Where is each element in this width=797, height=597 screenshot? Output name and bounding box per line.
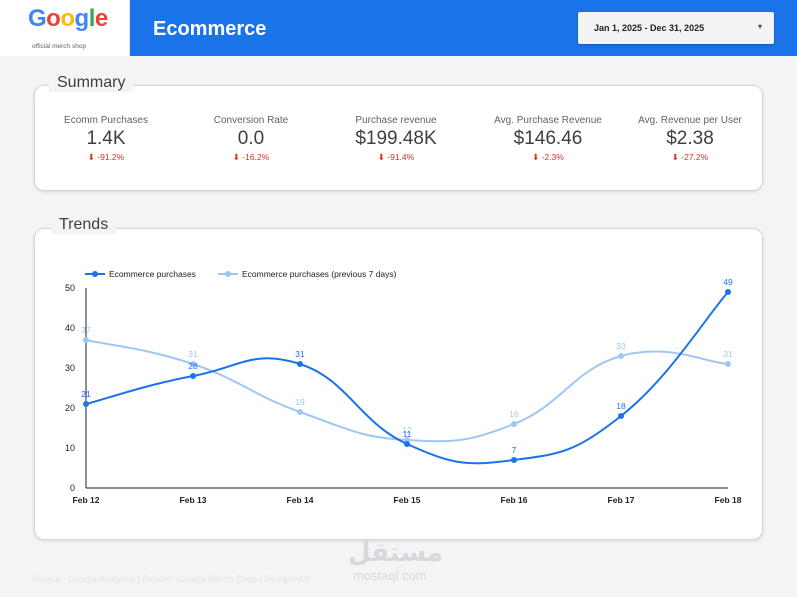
data-label: 37 — [81, 325, 91, 335]
data-point — [297, 361, 303, 367]
down-arrow-icon: ⬇ — [87, 152, 98, 162]
metric-conversion-rate: Conversion Rate 0.0 ⬇ -16.2% — [181, 115, 321, 163]
data-point — [83, 337, 89, 343]
legend-swatch — [218, 269, 238, 279]
x-tick-label: Feb 13 — [180, 495, 207, 505]
down-arrow-icon: ⬇ — [377, 152, 388, 162]
x-tick-label: Feb 16 — [501, 495, 528, 505]
data-label: 49 — [723, 277, 733, 287]
metric-delta: ⬇ -91.2% — [36, 152, 176, 163]
legend-item-previous[interactable]: Ecommerce purchases (previous 7 days) — [218, 269, 396, 279]
metric-value: $199.48K — [355, 128, 437, 149]
data-label: 21 — [81, 389, 91, 399]
y-tick-label: 40 — [65, 323, 75, 333]
data-point — [404, 441, 410, 447]
logo-letter: l — [88, 5, 96, 32]
data-point — [190, 373, 196, 379]
metric-value: $2.38 — [666, 128, 714, 149]
down-arrow-icon: ⬇ — [671, 152, 682, 162]
metric-label: Ecomm Purchases — [64, 115, 148, 126]
y-tick-label: 50 — [65, 283, 75, 293]
summary-card — [34, 85, 763, 191]
logo-letter: g — [74, 5, 90, 32]
metric-label: Avg. Purchase Revenue — [494, 115, 602, 126]
metric-delta: ⬇ -91.4% — [326, 152, 466, 163]
metric-delta-value: -2.3% — [541, 152, 564, 162]
data-label: 7 — [512, 445, 517, 455]
chevron-down-icon[interactable]: ▾ — [757, 22, 762, 31]
data-point — [725, 361, 731, 367]
metric-value: $146.46 — [513, 128, 583, 149]
data-label: 19 — [295, 397, 305, 407]
metric-label: Avg. Revenue per User — [638, 115, 742, 126]
metric-delta-value: -27.2% — [681, 152, 709, 162]
metric-avg-revenue-per-user: Avg. Revenue per User $2.38 ⬇ -27.2% — [620, 115, 760, 163]
metric-delta-value: -91.4% — [387, 152, 415, 162]
data-point — [511, 421, 517, 427]
metric-avg-purchase-revenue: Avg. Purchase Revenue $146.46 ⬇ -2.3% — [478, 115, 618, 163]
x-tick-label: Feb 18 — [715, 495, 742, 505]
data-point — [297, 409, 303, 415]
data-label: 12 — [402, 425, 412, 435]
summary-title: Summary — [49, 74, 134, 92]
data-label: 16 — [509, 409, 519, 419]
metric-ecomm-purchases: Ecomm Purchases 1.4K ⬇ -91.2% — [36, 115, 176, 163]
footer-source-note: Source : Google Analytics | Report : Goo… — [32, 574, 310, 584]
brand-subtitle: official merch shop — [32, 43, 87, 50]
data-label: 28 — [188, 361, 198, 371]
y-tick-label: 10 — [65, 443, 75, 453]
data-label: 11 — [403, 429, 412, 439]
trends-title: Trends — [51, 216, 117, 234]
x-tick-label: Feb 17 — [608, 495, 635, 505]
data-point — [83, 401, 89, 407]
x-tick-label: Feb 15 — [394, 495, 421, 505]
legend-label: Ecommerce purchases — [109, 269, 196, 279]
logo-letter: o — [60, 5, 75, 32]
date-range-text: Jan 1, 2025 - Dec 31, 2025 — [594, 23, 705, 33]
data-label: 18 — [616, 401, 626, 411]
y-tick-label: 20 — [65, 403, 75, 413]
date-range-picker[interactable]: Jan 1, 2025 - Dec 31, 2025 ▾ — [578, 12, 774, 44]
legend-label: Ecommerce purchases (previous 7 days) — [242, 269, 397, 279]
metric-delta-value: -91.2% — [97, 152, 125, 162]
metric-value: 1.4K — [86, 128, 126, 149]
data-label: 31 — [723, 349, 733, 359]
legend-item-current[interactable]: Ecommerce purchases — [85, 269, 196, 279]
data-point — [725, 289, 731, 295]
metric-delta: ⬇ -2.3% — [478, 152, 618, 163]
x-tick-label: Feb 12 — [73, 495, 100, 505]
metric-delta-value: -16.2% — [242, 152, 270, 162]
metric-delta: ⬇ -16.2% — [181, 152, 321, 163]
data-label: 33 — [616, 341, 626, 351]
data-label: 31 — [295, 349, 305, 359]
brand-logo: Google official merch shop — [0, 0, 130, 56]
data-point — [190, 361, 196, 367]
y-tick-label: 30 — [65, 363, 75, 373]
logo-letter: G — [28, 5, 47, 32]
data-point — [618, 413, 624, 419]
down-arrow-icon: ⬇ — [232, 152, 243, 162]
data-point — [618, 353, 624, 359]
metric-value: 0.0 — [237, 128, 265, 149]
metric-label: Purchase revenue — [355, 115, 437, 126]
watermark-url: mostaql.com — [353, 568, 427, 583]
legend-swatch — [85, 269, 105, 279]
x-tick-label: Feb 14 — [287, 495, 314, 505]
watermark-logo: مستقل — [348, 538, 444, 568]
metric-label: Conversion Rate — [213, 115, 289, 126]
logo-letter: e — [94, 5, 108, 32]
metric-purchase-revenue: Purchase revenue $199.48K ⬇ -91.4% — [326, 115, 466, 163]
page-title: Ecommerce — [153, 18, 267, 40]
data-label: 31 — [188, 349, 198, 359]
down-arrow-icon: ⬇ — [532, 152, 542, 162]
header-bar: Ecommerce Jan 1, 2025 - Dec 31, 2025 ▾ — [130, 0, 797, 56]
y-tick-label: 0 — [70, 483, 75, 493]
google-logo: Google — [28, 5, 108, 33]
metric-delta: ⬇ -27.2% — [620, 152, 760, 163]
logo-letter: o — [46, 5, 61, 32]
data-point — [511, 457, 517, 463]
